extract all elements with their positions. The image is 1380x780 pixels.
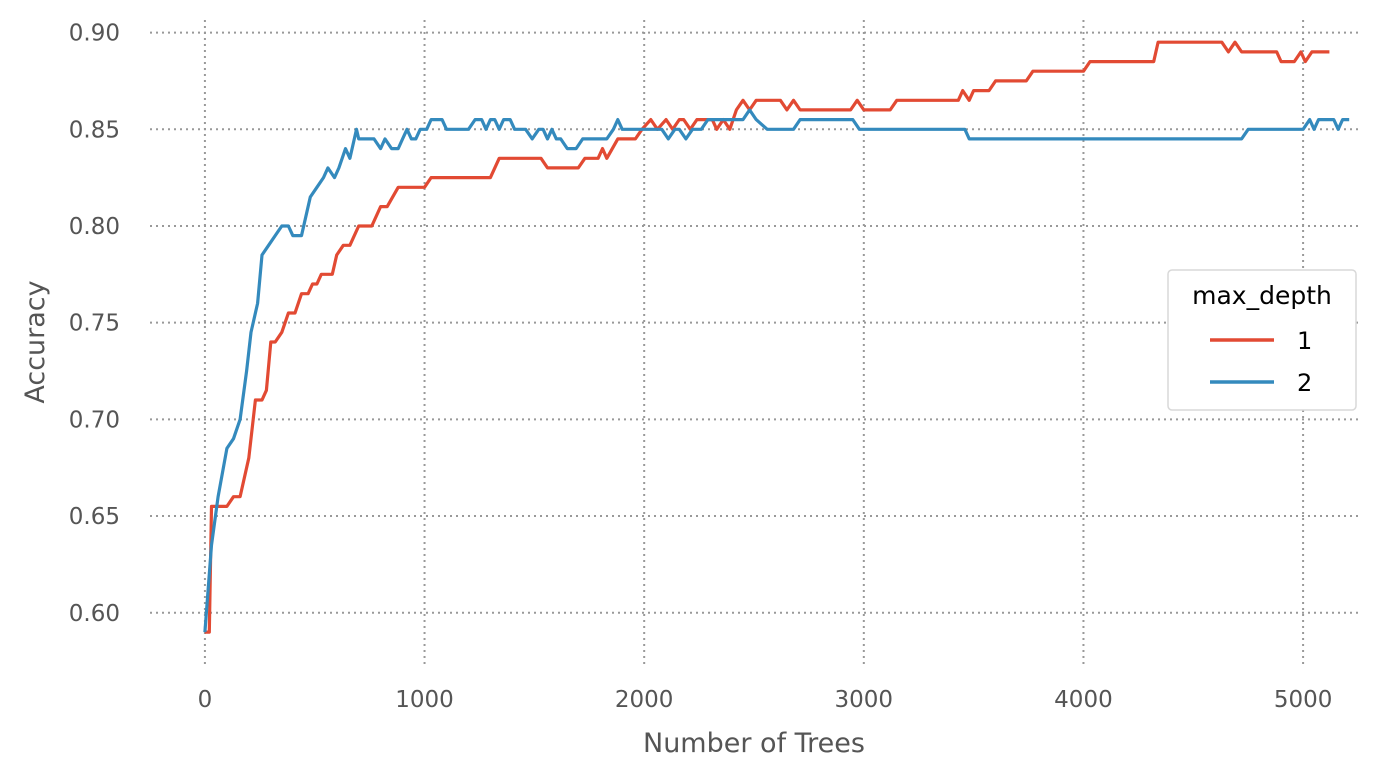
x-axis-label: Number of Trees xyxy=(643,728,865,759)
legend-title: max_depth xyxy=(1192,281,1332,310)
legend-label-1: 1 xyxy=(1297,327,1312,355)
series-line-1 xyxy=(204,40,1330,634)
x-tick-label: 2000 xyxy=(615,687,674,713)
y-tick-label: 0.70 xyxy=(69,407,120,433)
y-tick-label: 0.90 xyxy=(69,21,120,47)
y-tick-label: 0.60 xyxy=(69,601,120,627)
x-tick-label: 0 xyxy=(198,687,213,713)
legend: max_depth 1 2 xyxy=(1167,269,1357,411)
y-tick-label: 0.85 xyxy=(69,117,120,143)
y-tick-label: 0.65 xyxy=(69,504,120,530)
tick-labels: 0.60 0.65 0.70 0.75 0.80 0.85 0.90 0 1000 2000 300… xyxy=(69,21,1333,713)
series-line-2 xyxy=(203,108,1350,633)
legend-label-2: 2 xyxy=(1297,369,1312,397)
x-tick-label: 4000 xyxy=(1054,687,1113,713)
y-tick-label: 0.75 xyxy=(69,311,120,337)
x-tick-label: 5000 xyxy=(1274,687,1333,713)
x-tick-label: 1000 xyxy=(395,687,454,713)
x-tick-label: 3000 xyxy=(835,687,894,713)
series-lines xyxy=(203,40,1350,634)
y-tick-label: 0.80 xyxy=(69,214,120,240)
y-axis-label: Accuracy xyxy=(20,280,51,403)
